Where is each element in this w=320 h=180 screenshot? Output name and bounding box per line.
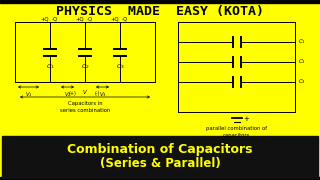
Text: $C_3$: $C_3$ [116,62,124,71]
Text: $V_2$: $V_2$ [64,91,71,99]
Bar [0,177,320,180]
Text: +Q: +Q [111,16,119,21]
Text: Combination of Capacitors: Combination of Capacitors [67,143,253,156]
Bar [0,0,320,3]
Text: +Q: +Q [76,16,84,21]
Text: $V$: $V$ [82,88,88,96]
Text: (-): (-) [94,91,100,96]
Text: $C_2$: $C_2$ [81,62,89,71]
Text: (+): (+) [69,91,77,96]
Text: -Q: -Q [52,16,58,21]
Text: PHYSICS  MADE  EASY (KOTA): PHYSICS MADE EASY (KOTA) [56,4,264,17]
Text: $C_2$: $C_2$ [298,58,306,66]
Bar [2,136,318,178]
Text: parallel combination of
capacitors: parallel combination of capacitors [206,126,267,138]
Text: Capacitors in
series combination: Capacitors in series combination [60,101,110,113]
Text: -Q: -Q [122,16,128,21]
Text: $V_3$: $V_3$ [99,91,106,99]
Text: +: + [244,116,249,122]
Text: $C_1$: $C_1$ [298,38,306,46]
Text: $V_1$: $V_1$ [25,91,32,99]
Text: $C_1$: $C_1$ [46,62,54,71]
Text: +Q: +Q [41,16,49,21]
Text: -Q: -Q [87,16,93,21]
Text: (Series & Parallel): (Series & Parallel) [100,156,220,170]
Text: $C_3$: $C_3$ [298,78,306,86]
